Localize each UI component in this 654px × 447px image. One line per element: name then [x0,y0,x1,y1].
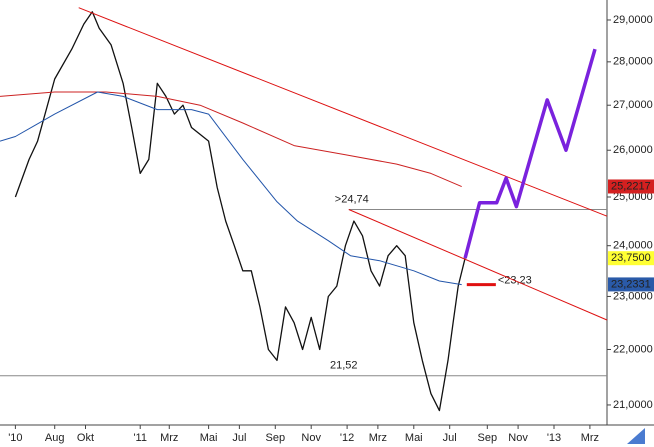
y-tick-label: 22,0000 [613,343,653,355]
price-tag [608,277,654,292]
y-tick-label: 26,0000 [613,144,653,156]
y-tick-label: 28,0000 [613,56,653,68]
line-series [348,209,608,321]
x-tick-label: Sep [265,432,285,444]
x-tick-label: Nov [301,432,321,444]
line-series [463,48,597,259]
x-tick-label: Okt [77,432,94,444]
y-tick-label: 29,0000 [613,14,653,26]
x-tick-label: Nov [508,432,528,444]
price-tag [608,251,654,266]
y-tick-label: 21,0000 [613,399,653,411]
price-tag-label: 23,2331 [611,278,651,290]
price-tag [608,179,654,194]
x-tick-label: Mai [405,432,423,444]
y-tick-label: 24,0000 [613,240,653,252]
corner-icon [627,428,645,444]
x-tick-label: Aug [45,432,65,444]
price-tag-label: 23,7500 [611,252,651,264]
x-tick-label: '13 [547,432,561,444]
x-tick-label: '10 [8,432,22,444]
line-series [0,91,462,188]
y-tick-label: 27,0000 [613,99,653,111]
x-tick-label: Mrz [160,432,178,444]
x-tick-label: '11 [133,432,147,444]
x-tick-label: Sep [478,432,498,444]
price-tag-label: 25,2217 [611,180,651,192]
line-series [78,7,608,217]
x-tick-label: '12 [340,432,354,444]
line-series [14,11,466,412]
line-series [0,91,462,286]
x-tick-label: Mai [200,432,218,444]
y-tick-label: 23,0000 [613,290,653,302]
x-tick-label: Jul [232,432,246,444]
x-tick-label: Mrz [581,432,599,444]
x-tick-label: Jul [443,432,457,444]
level-label: >24,74 [335,193,369,205]
x-tick-label: Mrz [369,432,387,444]
y-tick-label: 25,0000 [613,191,653,203]
level-label: 21,52 [330,360,358,372]
